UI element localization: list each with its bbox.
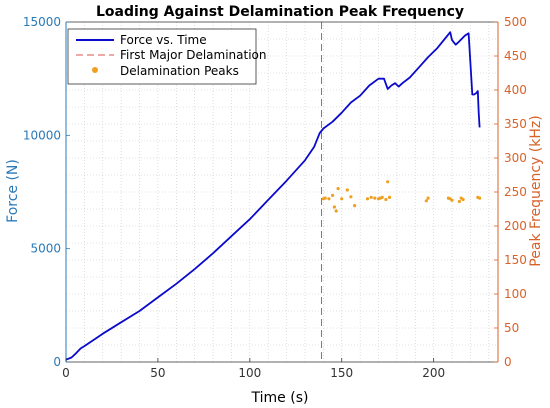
delamination-peak-point — [373, 196, 377, 200]
delamination-peak-point — [384, 197, 388, 202]
delamination-peak-point — [380, 195, 384, 199]
force-vs-time-line — [65, 31, 481, 361]
axes — [65, 21, 499, 363]
x-tick-label: 150 — [330, 366, 353, 380]
delamination-peak-point — [323, 196, 327, 200]
delamination-peak-point — [331, 193, 335, 197]
y-left-axis-label: Force (N) — [5, 159, 21, 223]
x-tick-label: 0 — [62, 366, 70, 380]
legend-label-delamination: First Major Delamination — [120, 48, 266, 62]
y-right-tick-label: 300 — [504, 151, 527, 165]
series-layer — [65, 22, 482, 362]
legend-label-peaks: Delamination Peaks — [120, 64, 239, 78]
y-right-tick-label: 450 — [504, 49, 527, 63]
legend-box — [67, 28, 257, 85]
y-right-tick-label: 50 — [504, 321, 519, 335]
x-tick-label: 200 — [422, 366, 445, 380]
y-left-tick-label: 15000 — [23, 15, 61, 29]
delamination-peak-point — [387, 195, 392, 199]
y-right-axis-label: Peak Frequency (kHz) — [528, 115, 544, 266]
delamination-peak-point — [450, 198, 454, 202]
legend: Force vs. Time First Major Delamination … — [67, 28, 266, 85]
delamination-peak-point — [369, 195, 373, 199]
y-left-tick-label: 10000 — [23, 128, 61, 142]
legend-label-force: Force vs. Time — [120, 33, 207, 47]
delamination-peak-point — [332, 205, 336, 209]
chart-title: Loading Against Delamination Peak Freque… — [96, 4, 464, 20]
delamination-peak-point — [365, 197, 370, 201]
delamination-peak-point — [340, 197, 344, 201]
x-tick-label: 100 — [238, 366, 261, 380]
delamination-peak-point — [461, 197, 465, 202]
y-right-tick-label: 200 — [504, 219, 527, 233]
delamination-peak-point — [426, 196, 430, 200]
y-right-tick-label: 400 — [504, 83, 527, 97]
y-left-tick-label: 0 — [53, 355, 61, 369]
legend-swatch-peaks — [92, 67, 98, 73]
x-axis-label: Time (s) — [251, 390, 309, 406]
grid — [66, 22, 498, 362]
y-left-tick-label: 5000 — [30, 242, 61, 256]
x-tick-label: 50 — [150, 366, 165, 380]
y-right-tick-label: 350 — [504, 117, 527, 131]
delamination-peak-point — [334, 209, 338, 213]
y-right-tick-label: 0 — [504, 355, 512, 369]
delamination-peak-point — [424, 199, 428, 203]
y-right-tick-label: 150 — [504, 253, 527, 267]
delamination-peak-point — [386, 180, 390, 184]
delamination-peak-point — [457, 199, 461, 204]
y-right-tick-label: 250 — [504, 185, 527, 199]
ticks: 0 50 100 150 200 0 5000 10000 15000 0 50 100 150 200 2… — [23, 15, 527, 380]
y-right-tick-label: 500 — [504, 15, 527, 29]
delamination-peak-point — [345, 188, 349, 192]
delamination-peak-point — [353, 204, 357, 208]
delamination-peak-point — [336, 187, 340, 191]
delamination-peak-point — [327, 197, 331, 201]
y-right-tick-label: 100 — [504, 287, 527, 301]
delamination-peak-point — [478, 196, 482, 200]
delamination-peak-point — [349, 195, 353, 199]
